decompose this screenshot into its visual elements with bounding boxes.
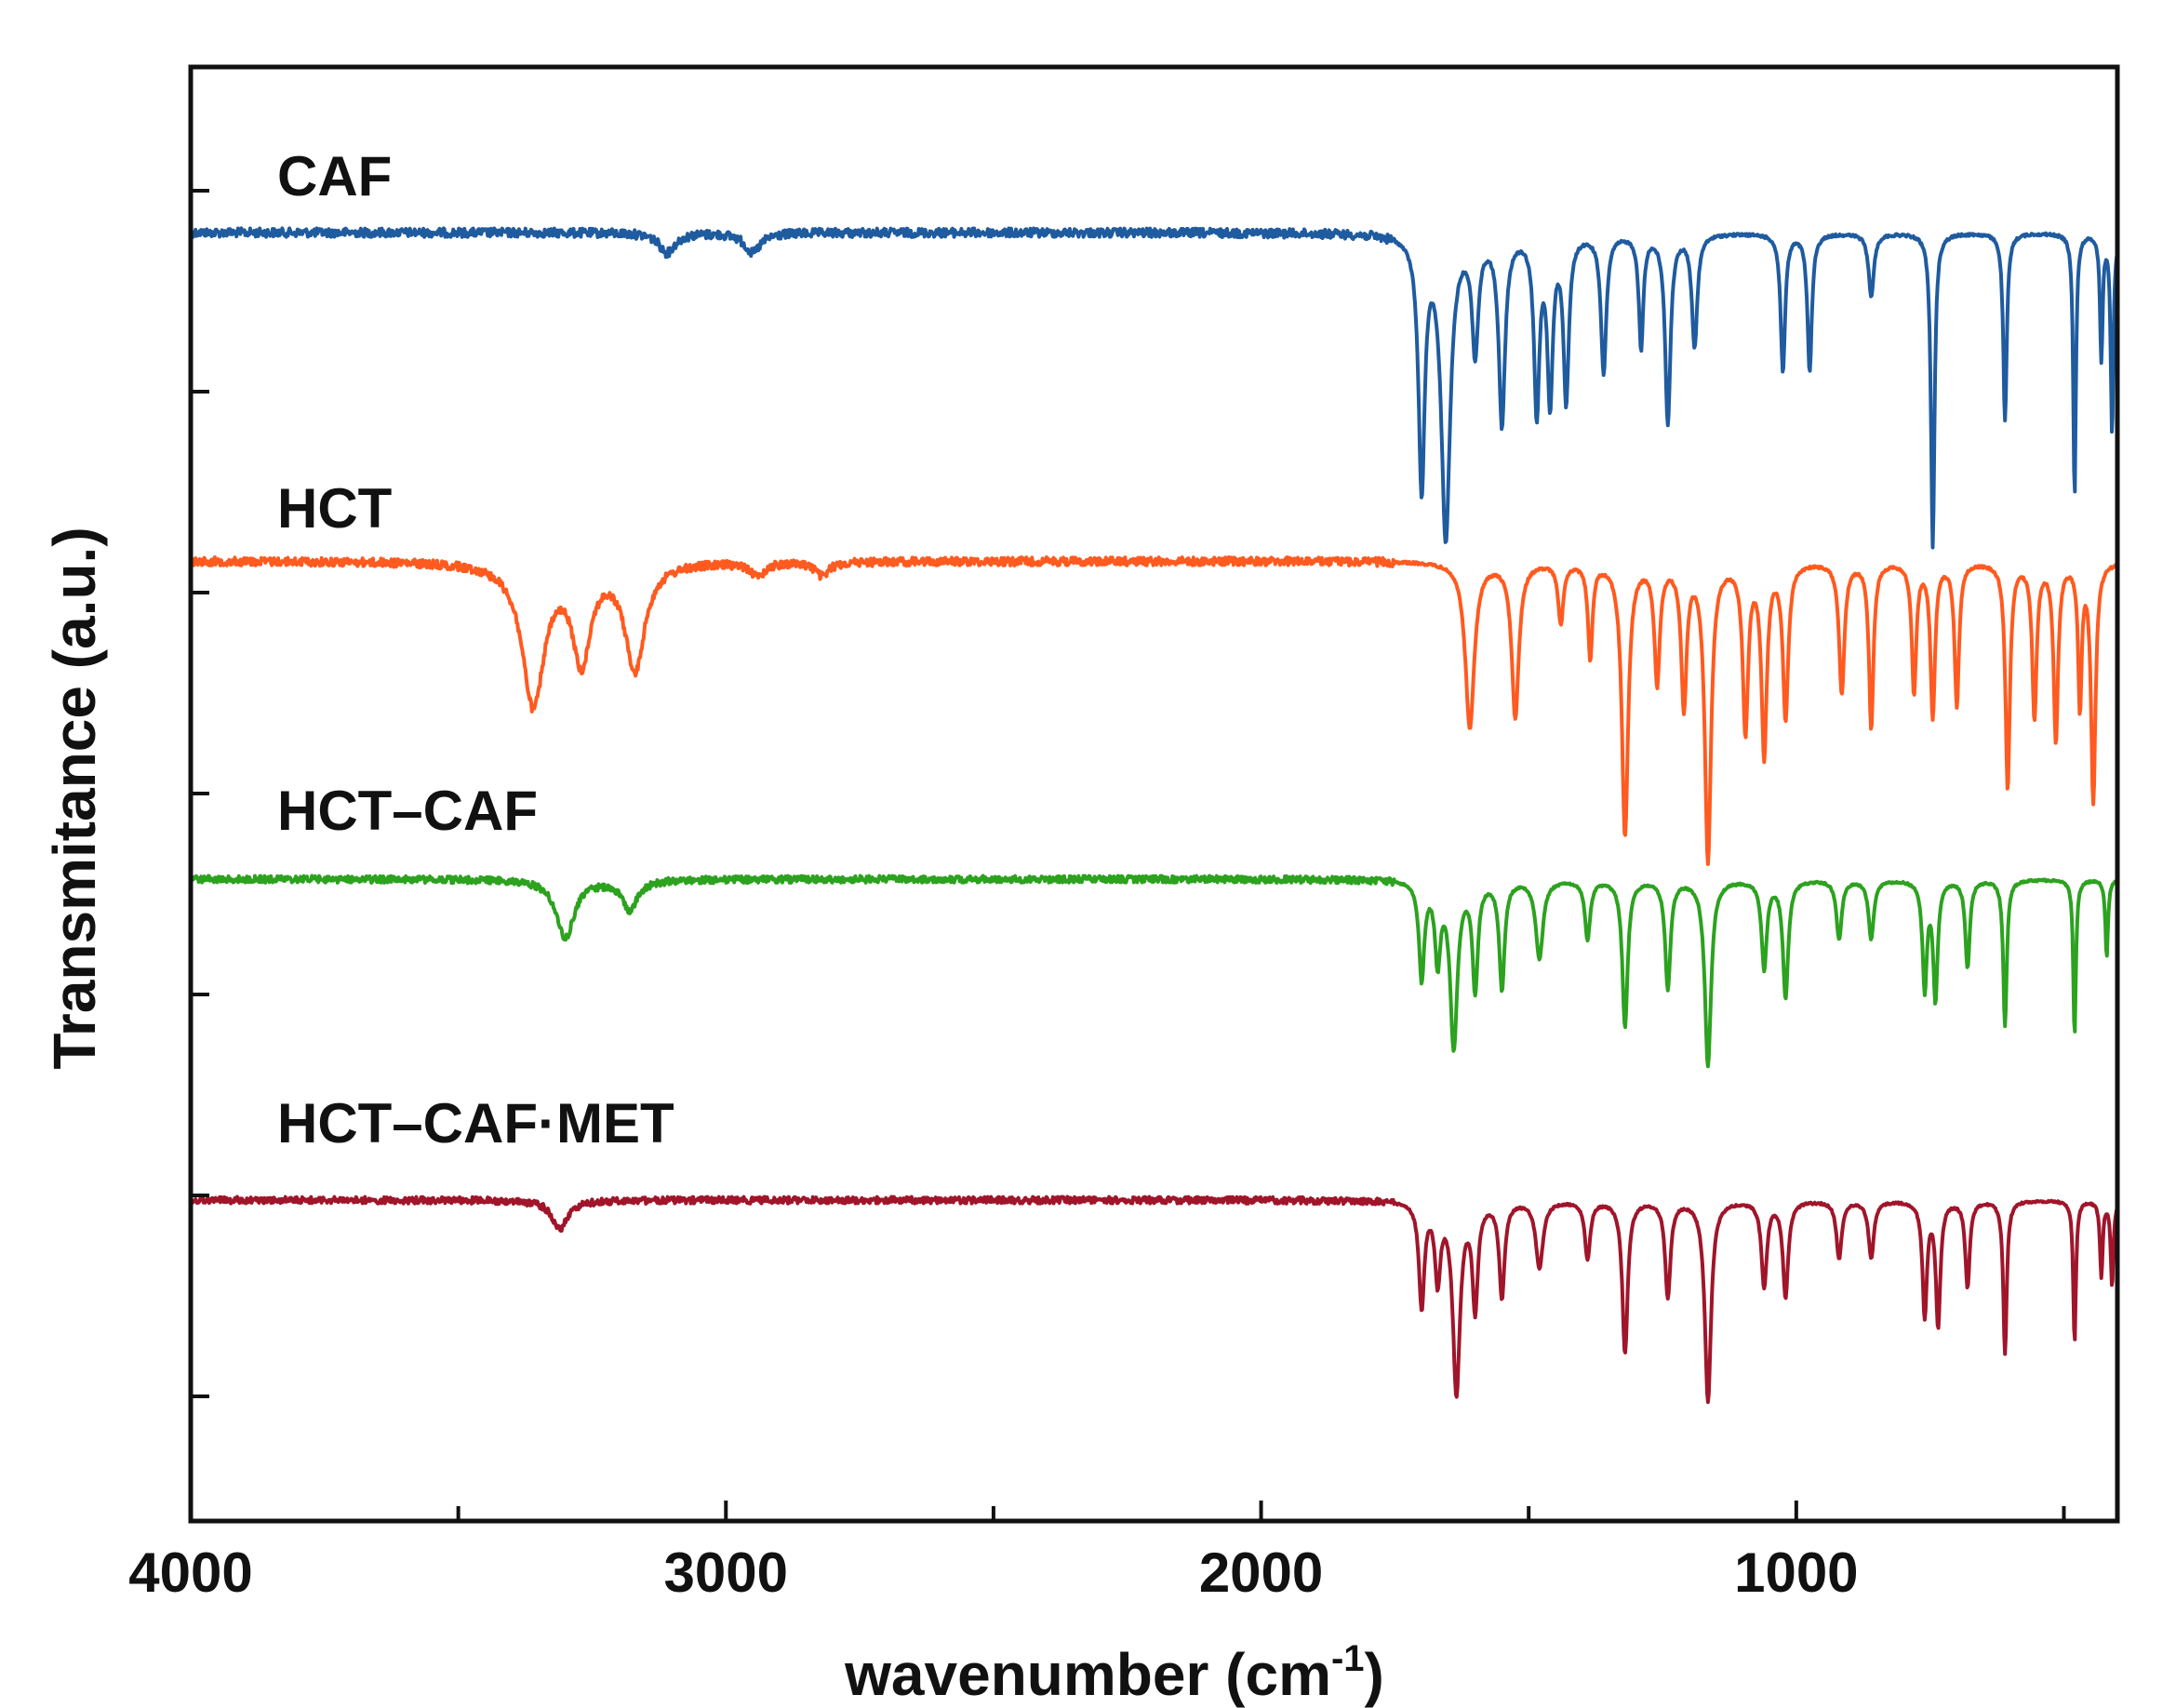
x-axis-title-close: )	[1365, 1641, 1384, 1708]
x-axis-title-superscript: -1	[1331, 1638, 1365, 1679]
x-tick-label: 4000	[128, 1541, 252, 1604]
series-label-2: HCT	[277, 477, 392, 540]
series-line-4	[189, 1194, 2119, 1405]
series-line-3	[189, 874, 2119, 1069]
series-line-1	[189, 226, 2119, 550]
x-tick-label: 3000	[664, 1541, 788, 1604]
series-label-3: HCT–CAF	[277, 780, 538, 842]
ticks-group: 4000 3000 2000 1000	[128, 189, 2066, 1604]
spectra-group	[189, 226, 2119, 1405]
x-tick-label: 1000	[1734, 1541, 1858, 1604]
x-axis-title: wavenumber (cm-1)	[844, 1638, 1384, 1708]
series-label-1: CAF	[277, 145, 392, 207]
series-label-4: HCT–CAF·MET	[277, 1092, 674, 1154]
x-axis-title-text: wavenumber (cm	[844, 1641, 1331, 1708]
y-axis-title: Transmitance (a.u.)	[41, 527, 108, 1069]
series-labels-group: CAF HCT HCT–CAF HCT–CAF·MET	[277, 145, 674, 1154]
series-line-2	[189, 555, 2119, 866]
x-tick-label: 2000	[1199, 1541, 1323, 1604]
